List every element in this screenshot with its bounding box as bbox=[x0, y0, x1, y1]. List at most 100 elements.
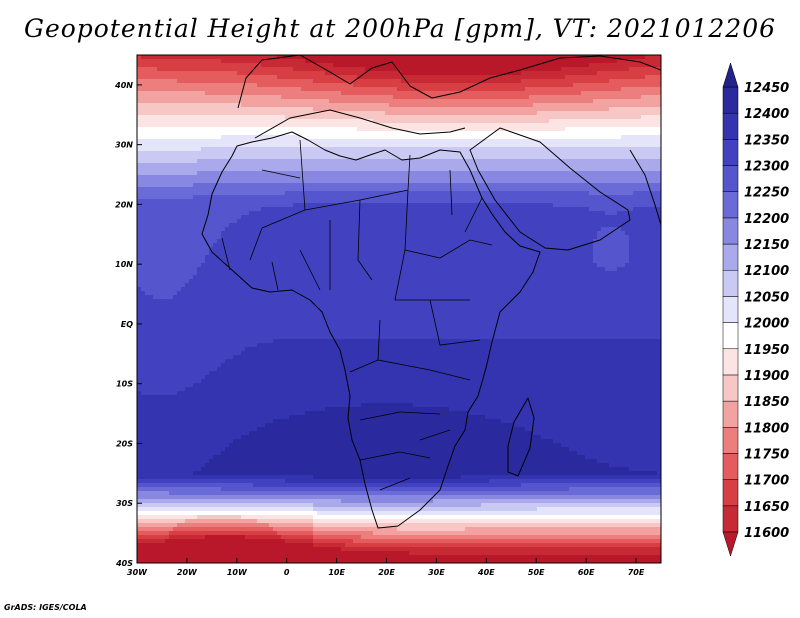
field-cell bbox=[537, 83, 542, 88]
field-cell bbox=[417, 175, 422, 180]
field-cell bbox=[573, 195, 578, 200]
field-cell bbox=[429, 115, 434, 120]
field-cell bbox=[593, 143, 598, 148]
field-cell bbox=[249, 127, 254, 132]
field-cell bbox=[433, 147, 438, 152]
field-cell bbox=[585, 123, 590, 128]
field-cell bbox=[225, 147, 230, 152]
field-cell bbox=[241, 151, 246, 156]
field-cell bbox=[165, 155, 170, 160]
field-cell bbox=[289, 171, 294, 176]
field-cell bbox=[341, 183, 346, 188]
field-cell bbox=[565, 59, 570, 64]
field-cell bbox=[597, 163, 602, 168]
field-cell bbox=[589, 187, 594, 192]
field-cell bbox=[501, 115, 506, 120]
field-cell bbox=[233, 107, 238, 112]
field-cell bbox=[225, 187, 230, 192]
field-cell bbox=[141, 203, 146, 208]
field-cell bbox=[225, 199, 230, 204]
field-cell bbox=[181, 207, 186, 212]
field-cell bbox=[305, 131, 310, 136]
field-cell bbox=[361, 87, 366, 92]
field-cell bbox=[301, 159, 306, 164]
field-cell bbox=[605, 163, 610, 168]
field-cell bbox=[581, 95, 586, 100]
field-cell bbox=[213, 127, 218, 132]
field-cell bbox=[261, 119, 266, 124]
field-cell bbox=[273, 111, 278, 116]
field-cell bbox=[353, 191, 358, 196]
field-cell bbox=[341, 135, 346, 140]
field-cell bbox=[497, 183, 502, 188]
field-cell bbox=[277, 163, 282, 168]
field-cell bbox=[205, 63, 210, 68]
field-cell bbox=[629, 163, 634, 168]
field-cell bbox=[629, 183, 634, 188]
field-cell bbox=[249, 83, 254, 88]
field-cell bbox=[301, 99, 306, 104]
field-cell bbox=[573, 139, 578, 144]
field-cell bbox=[485, 107, 490, 112]
field-cell bbox=[537, 163, 542, 168]
field-cell bbox=[429, 195, 434, 200]
field-cell bbox=[473, 79, 478, 84]
field-cell bbox=[561, 83, 566, 88]
field-cell bbox=[405, 63, 410, 68]
field-cell bbox=[265, 159, 270, 164]
field-cell bbox=[485, 147, 490, 152]
field-cell bbox=[529, 159, 534, 164]
field-cell bbox=[349, 63, 354, 68]
field-cell bbox=[333, 203, 338, 208]
field-cell bbox=[285, 187, 290, 192]
field-cell bbox=[505, 183, 510, 188]
field-cell bbox=[141, 123, 146, 128]
field-cell bbox=[441, 155, 446, 160]
field-cell bbox=[361, 163, 366, 168]
field-cell bbox=[377, 175, 382, 180]
field-cell bbox=[205, 147, 210, 152]
field-cell bbox=[253, 163, 258, 168]
field-cell bbox=[397, 95, 402, 100]
field-cell bbox=[141, 55, 146, 60]
field-cell bbox=[509, 87, 514, 92]
field-cell bbox=[237, 107, 242, 112]
field-cell bbox=[437, 147, 442, 152]
field-cell bbox=[265, 111, 270, 116]
field-cell bbox=[569, 63, 574, 68]
field-cell bbox=[337, 95, 342, 100]
field-cell bbox=[209, 191, 214, 196]
field-cell bbox=[257, 143, 262, 148]
field-cell bbox=[621, 71, 626, 76]
field-cell bbox=[473, 63, 478, 68]
field-cell bbox=[253, 63, 258, 68]
field-cell bbox=[361, 151, 366, 156]
field-cell bbox=[157, 187, 162, 192]
field-cell bbox=[297, 139, 302, 144]
field-cell bbox=[477, 163, 482, 168]
field-cell bbox=[325, 175, 330, 180]
field-cell bbox=[337, 139, 342, 144]
field-cell bbox=[489, 179, 494, 184]
field-cell bbox=[621, 59, 626, 64]
field-cell bbox=[517, 55, 522, 60]
field-cell bbox=[481, 91, 486, 96]
field-cell bbox=[633, 99, 638, 104]
field-cell bbox=[237, 191, 242, 196]
field-cell bbox=[481, 179, 486, 184]
field-cell bbox=[329, 119, 334, 124]
field-cell bbox=[153, 127, 158, 132]
field-cell bbox=[253, 179, 258, 184]
field-cell bbox=[337, 59, 342, 64]
field-cell bbox=[377, 67, 382, 72]
field-cell bbox=[333, 171, 338, 176]
field-cell bbox=[561, 183, 566, 188]
field-cell bbox=[645, 135, 650, 140]
field-cell bbox=[617, 179, 622, 184]
field-cell bbox=[185, 83, 190, 88]
field-cell bbox=[429, 155, 434, 160]
field-cell bbox=[493, 63, 498, 68]
field-cell bbox=[277, 143, 282, 148]
field-cell bbox=[369, 163, 374, 168]
field-cell bbox=[345, 195, 350, 200]
